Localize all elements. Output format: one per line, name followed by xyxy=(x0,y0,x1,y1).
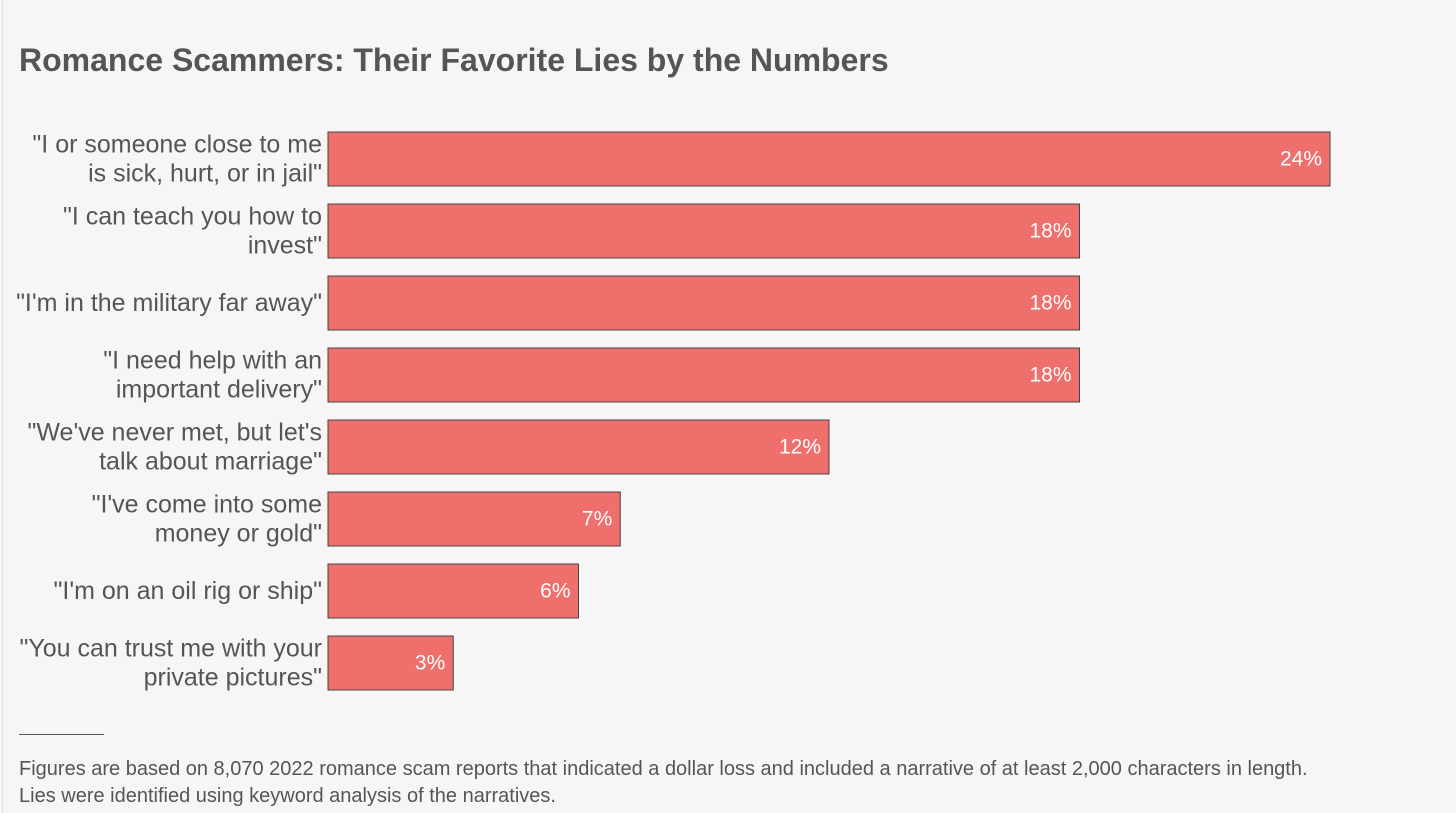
category-label: "I'm in the military far away" xyxy=(16,289,322,317)
category-label: private pictures" xyxy=(144,664,322,692)
footnote-divider xyxy=(19,734,104,735)
bar-group: 6% "I'm on an oil rig or ship" xyxy=(54,563,579,619)
value-label: 6% xyxy=(540,580,570,603)
category-label: invest" xyxy=(248,232,322,260)
bar xyxy=(327,635,454,691)
value-label: 24% xyxy=(1280,148,1322,171)
bar xyxy=(327,131,1331,187)
category-label: money or gold" xyxy=(155,520,322,548)
category-label: is sick, hurt, or in jail" xyxy=(88,160,322,188)
bar xyxy=(327,347,1080,403)
value-label: 18% xyxy=(1029,220,1071,243)
footnote: Figures are based on 8,070 2022 romance … xyxy=(19,756,1439,810)
category-label: "I or someone close to me xyxy=(32,131,322,159)
left-edge-line xyxy=(2,0,3,813)
value-label: 12% xyxy=(779,436,821,459)
category-label: "I can teach you how to xyxy=(63,203,322,231)
bar xyxy=(327,563,579,619)
bar xyxy=(327,203,1080,259)
category-label: "I need help with an xyxy=(103,347,322,375)
category-label: "You can trust me with your xyxy=(19,635,322,663)
value-label: 7% xyxy=(582,508,612,531)
category-label: "I've come into some xyxy=(92,491,322,519)
category-label: "We've never met, but let's xyxy=(28,419,322,447)
footnote-line-1: Figures are based on 8,070 2022 romance … xyxy=(19,758,1308,780)
value-label: 18% xyxy=(1029,364,1071,387)
value-label: 18% xyxy=(1029,292,1071,315)
category-label: talk about marriage" xyxy=(99,448,322,476)
footnote-line-2: Lies were identified using keyword analy… xyxy=(19,785,556,807)
bar xyxy=(327,491,621,547)
category-label: "I'm on an oil rig or ship" xyxy=(54,577,322,605)
value-label: 3% xyxy=(415,652,445,675)
category-label: important delivery" xyxy=(116,376,322,404)
bar xyxy=(327,275,1080,331)
chart-title: Romance Scammers: Their Favorite Lies by… xyxy=(19,42,889,78)
bar xyxy=(327,419,830,475)
bar-group: 18% "I'm in the military far away" xyxy=(16,275,1080,331)
